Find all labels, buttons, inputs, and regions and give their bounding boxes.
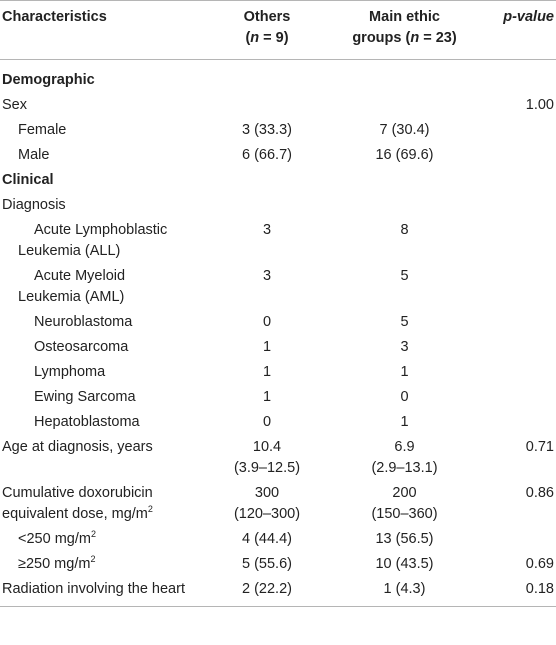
dose-main-median: 200 — [392, 485, 417, 501]
cell-osteosarcoma-others: 1 — [262, 339, 272, 355]
section-demographic: Demographic — [2, 72, 95, 88]
table-row: <250 mg/m2 4 (44.4) 13 (56.5) — [0, 527, 556, 552]
cell-male-main: 16 (69.6) — [375, 147, 434, 163]
cell-aml-main: 5 — [400, 268, 409, 284]
cell-ge250-others: 5 (55.6) — [242, 556, 292, 572]
dose-others-range: (120–300) — [233, 506, 301, 522]
table-row: Osteosarcoma 1 3 — [0, 335, 556, 360]
dose-label-line2: equivalent dose, mg/m2 — [2, 504, 208, 525]
cell-neuroblastoma-others: 0 — [262, 314, 272, 330]
row-label-all: Acute Lymphoblastic Leukemia (ALL) — [0, 218, 212, 264]
row-label-ge250: ≥250 mg/m2 — [0, 552, 212, 577]
table-row: Clinical — [0, 168, 556, 193]
header-main-ethnic: Main ethic groups (n = 23) — [322, 0, 487, 60]
table-header-row: Characteristics Others (n = 9) Main ethi… — [0, 0, 556, 60]
cell-age-main: 6.9 (2.9–13.1) — [322, 435, 487, 481]
row-label-sex: Sex — [2, 97, 27, 113]
table-row: Lymphoma 1 1 — [0, 360, 556, 385]
header-main-line1: Main ethic — [369, 9, 440, 25]
header-others-line1: Others — [243, 9, 291, 25]
p-value-age: 0.71 — [525, 439, 554, 455]
cell-ewing-main: 0 — [400, 389, 409, 405]
header-p-value: p-value — [487, 0, 556, 60]
p-value-sex: 1.00 — [525, 97, 554, 113]
all-label-line1: Acute Lymphoblastic — [34, 222, 168, 238]
header-others: Others (n = 9) — [212, 0, 322, 60]
cell-all-others: 3 — [262, 222, 272, 238]
age-main-median: 6.9 — [394, 439, 415, 455]
ge250-label-text: ≥250 mg/m — [18, 556, 91, 572]
table-row: Demographic — [0, 60, 556, 94]
cell-hepatoblastoma-main: 1 — [400, 414, 409, 430]
table-row: Neuroblastoma 0 5 — [0, 310, 556, 335]
dose-label-line1: Cumulative doxorubicin — [2, 485, 153, 501]
lt250-label-sup: 2 — [90, 529, 96, 540]
dose-label-sup: 2 — [147, 504, 153, 515]
section-clinical: Clinical — [2, 172, 54, 188]
table-row: Acute Myeloid Leukemia (AML) 3 5 — [0, 264, 556, 310]
table-row: Age at diagnosis, years 10.4 (3.9–12.5) … — [0, 435, 556, 481]
row-label-female: Female — [18, 122, 67, 138]
cell-lt250-main: 13 (56.5) — [375, 531, 434, 547]
row-label-male: Male — [18, 147, 50, 163]
row-label-neuroblastoma: Neuroblastoma — [34, 314, 133, 330]
cell-hepatoblastoma-others: 0 — [262, 414, 272, 430]
row-label-aml: Acute Myeloid Leukemia (AML) — [0, 264, 212, 310]
all-label-line2: Leukemia (ALL) — [18, 243, 121, 259]
characteristics-table: Characteristics Others (n = 9) Main ethi… — [0, 0, 556, 607]
table-row: Male 6 (66.7) 16 (69.6) — [0, 143, 556, 168]
row-label-age: Age at diagnosis, years — [2, 439, 153, 455]
p-value-radiation: 0.18 — [487, 577, 556, 607]
cell-ge250-main: 10 (43.5) — [375, 556, 434, 572]
cell-radiation-others: 2 (22.2) — [212, 577, 322, 607]
age-others-range: (3.9–12.5) — [233, 460, 301, 476]
row-label-radiation: Radiation involving the heart — [0, 577, 212, 607]
table-row: Hepatoblastoma 0 1 — [0, 410, 556, 435]
header-others-line2: (n = 9) — [245, 30, 289, 46]
cell-radiation-main: 1 (4.3) — [322, 577, 487, 607]
cell-female-main: 7 (30.4) — [379, 122, 430, 138]
cell-osteosarcoma-main: 3 — [400, 339, 409, 355]
cell-aml-others: 3 — [262, 268, 272, 284]
row-label-dose: Cumulative doxorubicin equivalent dose, … — [0, 481, 212, 527]
cell-ewing-others: 1 — [262, 389, 272, 405]
table-row: Diagnosis — [0, 193, 556, 218]
age-main-range: (2.9–13.1) — [371, 460, 438, 476]
age-others-median: 10.4 — [252, 439, 282, 455]
row-label-hepatoblastoma: Hepatoblastoma — [34, 414, 140, 430]
cell-lt250-others: 4 (44.4) — [242, 531, 292, 547]
table-row: Cumulative doxorubicin equivalent dose, … — [0, 481, 556, 527]
cell-dose-others: 300 (120–300) — [212, 481, 322, 527]
cell-age-others: 10.4 (3.9–12.5) — [212, 435, 322, 481]
row-label-ewing: Ewing Sarcoma — [34, 389, 136, 405]
cell-lymphoma-others: 1 — [262, 364, 272, 380]
cell-dose-main: 200 (150–360) — [322, 481, 487, 527]
cell-all-main: 8 — [400, 222, 409, 238]
row-label-osteosarcoma: Osteosarcoma — [34, 339, 129, 355]
cell-female-others: 3 (33.3) — [242, 122, 292, 138]
table-row: Sex 1.00 — [0, 93, 556, 118]
dose-label-unit: equivalent dose, mg/m — [2, 506, 148, 522]
table-row: Acute Lymphoblastic Leukemia (ALL) 3 8 — [0, 218, 556, 264]
row-label-lymphoma: Lymphoma — [34, 364, 106, 380]
aml-label-line2: Leukemia (AML) — [18, 289, 125, 305]
ge250-label-sup: 2 — [90, 554, 96, 565]
aml-label-line1: Acute Myeloid — [34, 268, 126, 284]
lt250-label-text: <250 mg/m — [18, 531, 91, 547]
cell-male-others: 6 (66.7) — [242, 147, 292, 163]
table-row: Ewing Sarcoma 1 0 — [0, 385, 556, 410]
dose-main-range: (150–360) — [371, 506, 438, 522]
p-value-dose: 0.86 — [525, 485, 554, 501]
header-characteristics: Characteristics — [0, 0, 212, 60]
table-row: Female 3 (33.3) 7 (30.4) — [0, 118, 556, 143]
p-value-ge250: 0.69 — [525, 556, 554, 572]
table-row: ≥250 mg/m2 5 (55.6) 10 (43.5) 0.69 — [0, 552, 556, 577]
row-label-lt250: <250 mg/m2 — [0, 527, 212, 552]
cell-lymphoma-main: 1 — [400, 364, 409, 380]
cell-neuroblastoma-main: 5 — [400, 314, 409, 330]
dose-others-median: 300 — [254, 485, 280, 501]
table-row: Radiation involving the heart 2 (22.2) 1… — [0, 577, 556, 607]
header-main-line2: groups (n = 23) — [352, 30, 457, 46]
row-label-diagnosis: Diagnosis — [2, 197, 66, 213]
